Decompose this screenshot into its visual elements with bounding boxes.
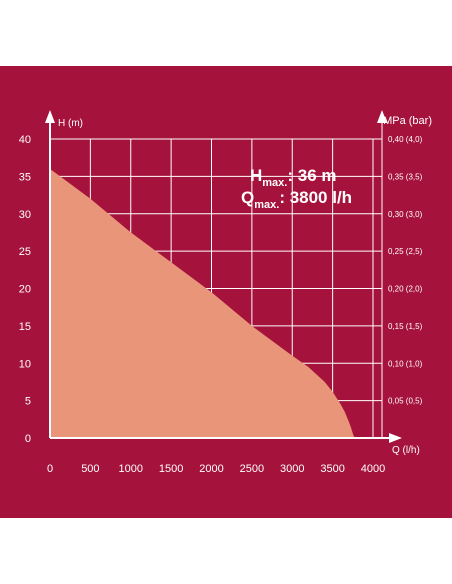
right-axis-arrow-icon <box>377 110 387 123</box>
right-tick-label: 0,10 (1,0) <box>388 359 423 368</box>
right-tick-label: 0,05 (0,5) <box>388 397 423 406</box>
y-tick-label: 30 <box>19 209 31 221</box>
right-tick-label: 0,15 (1,5) <box>388 322 423 331</box>
performance-area <box>50 168 356 438</box>
hmax-value: : 36 m <box>287 166 336 185</box>
x-axis-label: Q (l/h) <box>392 445 420 456</box>
y-axis-arrow-icon <box>45 110 55 123</box>
x-tick-label: 4000 <box>361 463 385 475</box>
x-tick-label: 2000 <box>199 463 223 475</box>
x-tick-label: 1500 <box>159 463 183 475</box>
x-axis-arrow-icon <box>389 433 402 443</box>
y-tick-label: 5 <box>25 396 31 408</box>
y-tick-labels: 0 5 10 15 20 25 30 35 40 <box>19 134 31 445</box>
hmax-subscript: max. <box>262 177 287 189</box>
qmax-value: : 3800 l/h <box>279 188 352 207</box>
right-tick-label: 0,40 (4,0) <box>388 135 423 144</box>
x-tick-label: 2500 <box>240 463 264 475</box>
y-tick-label: 40 <box>19 134 31 146</box>
y-tick-label: 0 <box>25 433 31 445</box>
chart-panel: 0 500 1000 1500 2000 2500 3000 3500 4000 0 5 10 15 2… <box>0 66 452 518</box>
qmax-letter: Q <box>241 188 254 207</box>
y-tick-label: 10 <box>19 358 31 370</box>
x-tick-label: 1000 <box>119 463 143 475</box>
hmax-annotation: Hmax.: 36 m <box>250 166 337 189</box>
right-tick-label: 0,20 (2,0) <box>388 285 423 294</box>
y-tick-label: 35 <box>19 171 31 183</box>
y-axis-label: H (m) <box>58 118 83 129</box>
right-tick-label: 0,35 (3,5) <box>388 172 423 181</box>
x-tick-labels: 0 500 1000 1500 2000 2500 3000 3500 4000 <box>47 463 385 475</box>
y-tick-label: 25 <box>19 246 31 258</box>
x-tick-label: 3000 <box>280 463 304 475</box>
qmax-subscript: max. <box>254 199 279 211</box>
y-tick-label: 15 <box>19 321 31 333</box>
hmax-letter: H <box>250 166 262 185</box>
chart-axes <box>45 110 402 443</box>
x-tick-label: 3500 <box>320 463 344 475</box>
qmax-annotation: Qmax.: 3800 l/h <box>241 188 352 211</box>
y-tick-label: 20 <box>19 284 31 296</box>
x-tick-label: 0 <box>47 463 53 475</box>
right-tick-labels: 0,05 (0,5) 0,10 (1,0) 0,15 (1,5) 0,20 (2,0)… <box>388 135 423 406</box>
right-tick-label: 0,25 (2,5) <box>388 247 423 256</box>
pump-performance-chart: 0 500 1000 1500 2000 2500 3000 3500 4000 0 5 10 15 2… <box>19 110 432 475</box>
x-tick-label: 500 <box>81 463 99 475</box>
right-axis-label: MPa (bar) <box>383 115 432 127</box>
right-tick-label: 0,30 (3,0) <box>388 210 423 219</box>
